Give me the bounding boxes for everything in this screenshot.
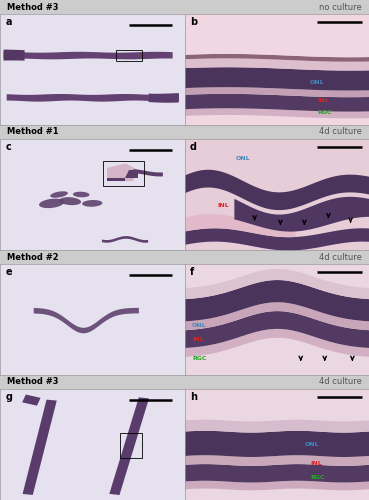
Text: b: b [190, 18, 197, 28]
Text: no culture: no culture [319, 2, 362, 12]
Polygon shape [39, 198, 64, 208]
Bar [116, 50, 142, 61]
Text: INL: INL [317, 98, 329, 103]
Polygon shape [109, 398, 149, 495]
Polygon shape [125, 170, 138, 178]
Text: INL: INL [310, 461, 322, 466]
Polygon shape [82, 200, 102, 206]
Text: RGC: RGC [310, 476, 324, 480]
Text: ONL: ONL [310, 80, 325, 86]
Text: a: a [6, 18, 12, 28]
Text: 4d culture: 4d culture [319, 378, 362, 386]
Polygon shape [22, 394, 41, 406]
Polygon shape [107, 164, 138, 181]
Text: Method #3: Method #3 [7, 378, 59, 386]
Polygon shape [73, 192, 89, 198]
Polygon shape [59, 197, 81, 205]
Text: RGC: RGC [192, 356, 206, 361]
Text: INL: INL [192, 337, 204, 342]
Text: INL: INL [218, 203, 230, 208]
Text: ONL: ONL [192, 322, 207, 328]
Text: Method #3: Method #3 [7, 2, 59, 12]
Bar [103, 161, 144, 186]
Text: d: d [190, 142, 197, 152]
Text: c: c [6, 142, 11, 152]
Text: Method #2: Method #2 [7, 252, 59, 262]
Text: e: e [6, 268, 12, 278]
Text: RGC: RGC [317, 110, 332, 116]
Text: f: f [190, 268, 194, 278]
Text: g: g [6, 392, 13, 402]
Text: 4d culture: 4d culture [319, 128, 362, 136]
Bar [120, 434, 142, 458]
Polygon shape [23, 400, 57, 495]
Text: h: h [190, 392, 197, 402]
Text: ONL: ONL [304, 442, 319, 447]
Text: Method #1: Method #1 [7, 128, 59, 136]
Text: 4d culture: 4d culture [319, 252, 362, 262]
Text: ONL: ONL [236, 156, 251, 162]
Polygon shape [107, 178, 125, 181]
Polygon shape [50, 192, 68, 198]
